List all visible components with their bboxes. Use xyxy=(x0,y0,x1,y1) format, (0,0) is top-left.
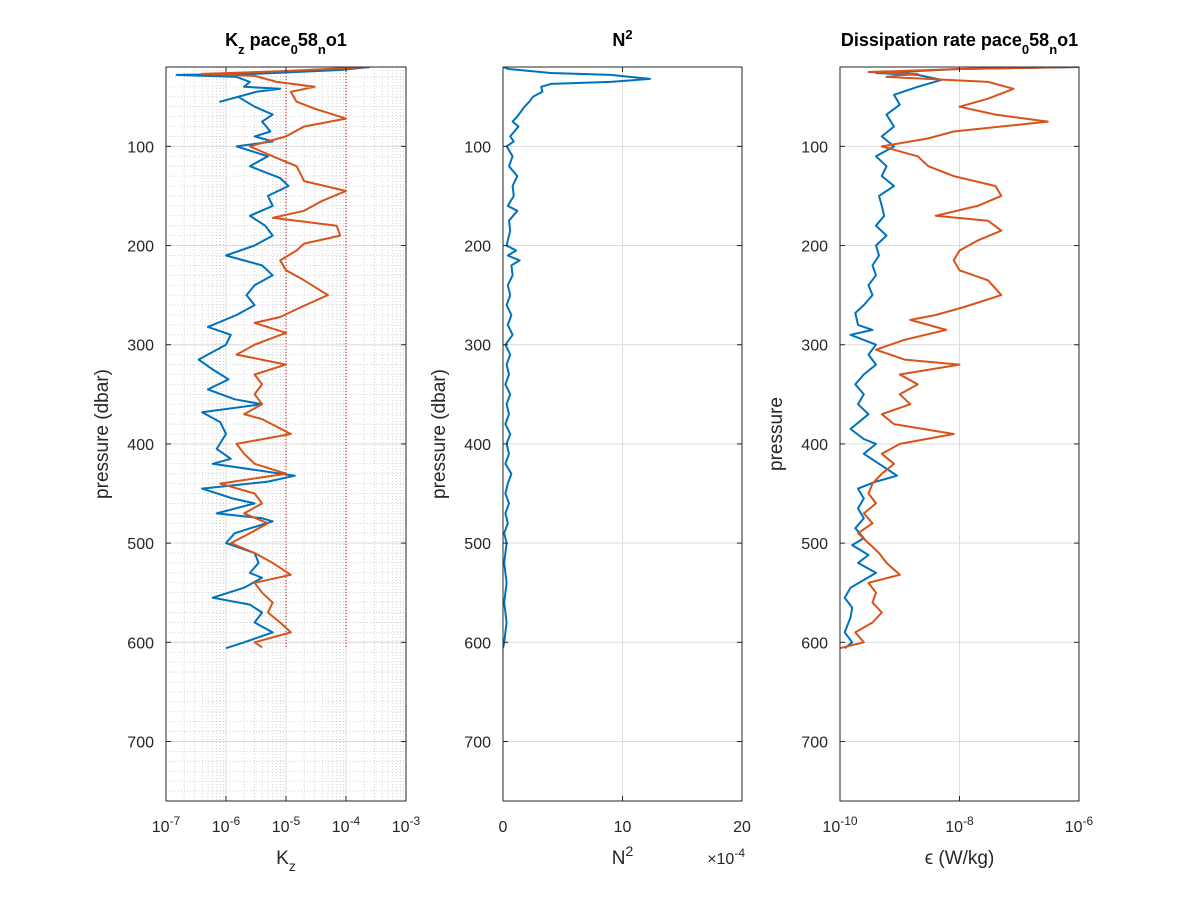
y-tick-label: 600 xyxy=(801,635,828,652)
x-tick-label: 10-4 xyxy=(332,814,361,836)
y-axis-label: pressure (dbar) xyxy=(429,369,450,499)
x-axis-label: ϵ (W/kg) xyxy=(925,848,995,869)
y-tick-label: 500 xyxy=(127,536,154,553)
y-tick-label: 300 xyxy=(464,338,491,355)
tick-marks xyxy=(502,67,743,801)
series-line-2 xyxy=(840,67,1079,650)
chart-title: Dissipation rate pace058no1 xyxy=(841,30,1078,57)
series-group xyxy=(175,67,371,650)
x-tick-label: 10-5 xyxy=(272,814,301,836)
y-tick-label: 400 xyxy=(127,437,154,454)
chart-panel-2: 0 10 20 100 200 300 400 500 600 700 N2 ×10-4 pressur… xyxy=(429,27,751,870)
y-tick-label: 200 xyxy=(127,239,154,256)
chart-title: N2 xyxy=(612,27,632,51)
tick-marks xyxy=(839,67,1080,801)
y-axis-label: pressure xyxy=(766,397,787,471)
x-axis-label: Kz xyxy=(276,848,296,874)
x-tick-label: 10-6 xyxy=(212,814,241,836)
y-tick-label: 700 xyxy=(464,734,491,751)
y-tick-label: 300 xyxy=(801,338,828,355)
y-tick-label: 100 xyxy=(801,139,828,156)
y-tick-label: 500 xyxy=(464,536,491,553)
y-tick-label: 700 xyxy=(801,734,828,751)
y-tick-label: 200 xyxy=(801,239,828,256)
x-tick-label: 10-8 xyxy=(945,814,974,836)
y-tick-label: 500 xyxy=(801,536,828,553)
y-tick-label: 400 xyxy=(464,437,491,454)
y-tick-label: 300 xyxy=(127,338,154,355)
x-scale-factor: ×10-4 xyxy=(707,846,745,868)
chart-title: Kz pace058no1 xyxy=(225,30,347,57)
y-tick-label: 100 xyxy=(127,139,154,156)
x-tick-label: 0 xyxy=(499,819,508,836)
series-line-2 xyxy=(201,67,370,649)
series-line-1 xyxy=(175,67,371,650)
series-group xyxy=(840,67,1079,650)
x-tick-label: 20 xyxy=(733,819,751,836)
y-tick-label: 100 xyxy=(464,139,491,156)
chart-panel-3: 10-10 10-8 10-6 100 200 300 400 500 600 700 ϵ (W/k… xyxy=(766,30,1094,869)
y-axis-label: pressure (dbar) xyxy=(92,369,113,499)
x-tick-label: 10-10 xyxy=(822,814,857,836)
series-line-1 xyxy=(503,67,651,649)
x-tick-label: 10-7 xyxy=(152,814,181,836)
y-tick-label: 700 xyxy=(127,734,154,751)
y-tick-label: 200 xyxy=(464,239,491,256)
tick-marks xyxy=(165,67,407,801)
y-tick-label: 400 xyxy=(801,437,828,454)
y-tick-label: 600 xyxy=(464,635,491,652)
x-tick-label: 10 xyxy=(614,819,632,836)
x-axis-label: N2 xyxy=(612,843,634,869)
x-tick-label: 10-3 xyxy=(392,814,421,836)
series-group xyxy=(503,67,651,649)
x-tick-label: 10-6 xyxy=(1065,814,1094,836)
y-tick-label: 600 xyxy=(127,635,154,652)
chart-panel-1: 10-7 10-6 10-5 10-4 10-3 100 200 300 400 500 600 70… xyxy=(92,30,421,874)
